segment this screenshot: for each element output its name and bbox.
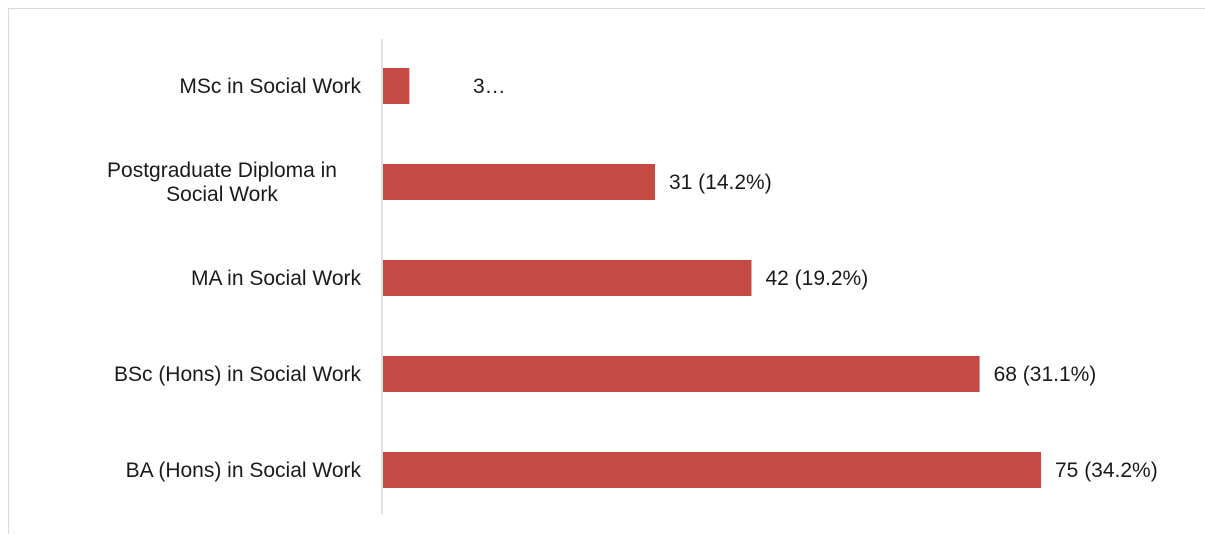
bar-ma-in-social-work bbox=[383, 260, 752, 296]
bar-msc-in-social-work bbox=[383, 68, 410, 104]
data-label-msc-in-social-work: 3… bbox=[473, 75, 506, 98]
bar-postgraduate-diploma-in-social-work bbox=[383, 164, 655, 200]
bar-ba-hons-in-social-work bbox=[383, 452, 1041, 488]
data-label-postgraduate-diploma-in-social-work: 31 (14.2%) bbox=[669, 171, 772, 194]
data-label-bsc-hons-in-social-work: 68 (31.1%) bbox=[994, 363, 1097, 386]
category-labels: MSc in Social Work Postgraduate Diploma i… bbox=[107, 75, 361, 482]
bar-chart: MSc in Social Work Postgraduate Diploma i… bbox=[107, 39, 1158, 514]
data-label-ba-hons-in-social-work: 75 (34.2%) bbox=[1055, 459, 1158, 482]
category-label-msc-in-social-work: MSc in Social Work bbox=[179, 75, 361, 98]
category-label-ba-hons-in-social-work: BA (Hons) in Social Work bbox=[126, 459, 362, 482]
bars bbox=[383, 68, 1041, 488]
data-labels: 3… 31 (14.2%) 42 (19.2%) 68 (31.1%) 75 (34.2… bbox=[473, 75, 1158, 482]
category-label-postgraduate-diploma-in-social-work: Postgraduate Diploma in Social Work bbox=[107, 159, 337, 206]
chart-frame: MSc in Social Work Postgraduate Diploma i… bbox=[8, 8, 1205, 534]
bar-bsc-hons-in-social-work bbox=[383, 356, 980, 392]
data-label-ma-in-social-work: 42 (19.2%) bbox=[765, 267, 868, 290]
category-label-ma-in-social-work: MA in Social Work bbox=[191, 267, 361, 290]
category-label-bsc-hons-in-social-work: BSc (Hons) in Social Work bbox=[114, 363, 362, 386]
